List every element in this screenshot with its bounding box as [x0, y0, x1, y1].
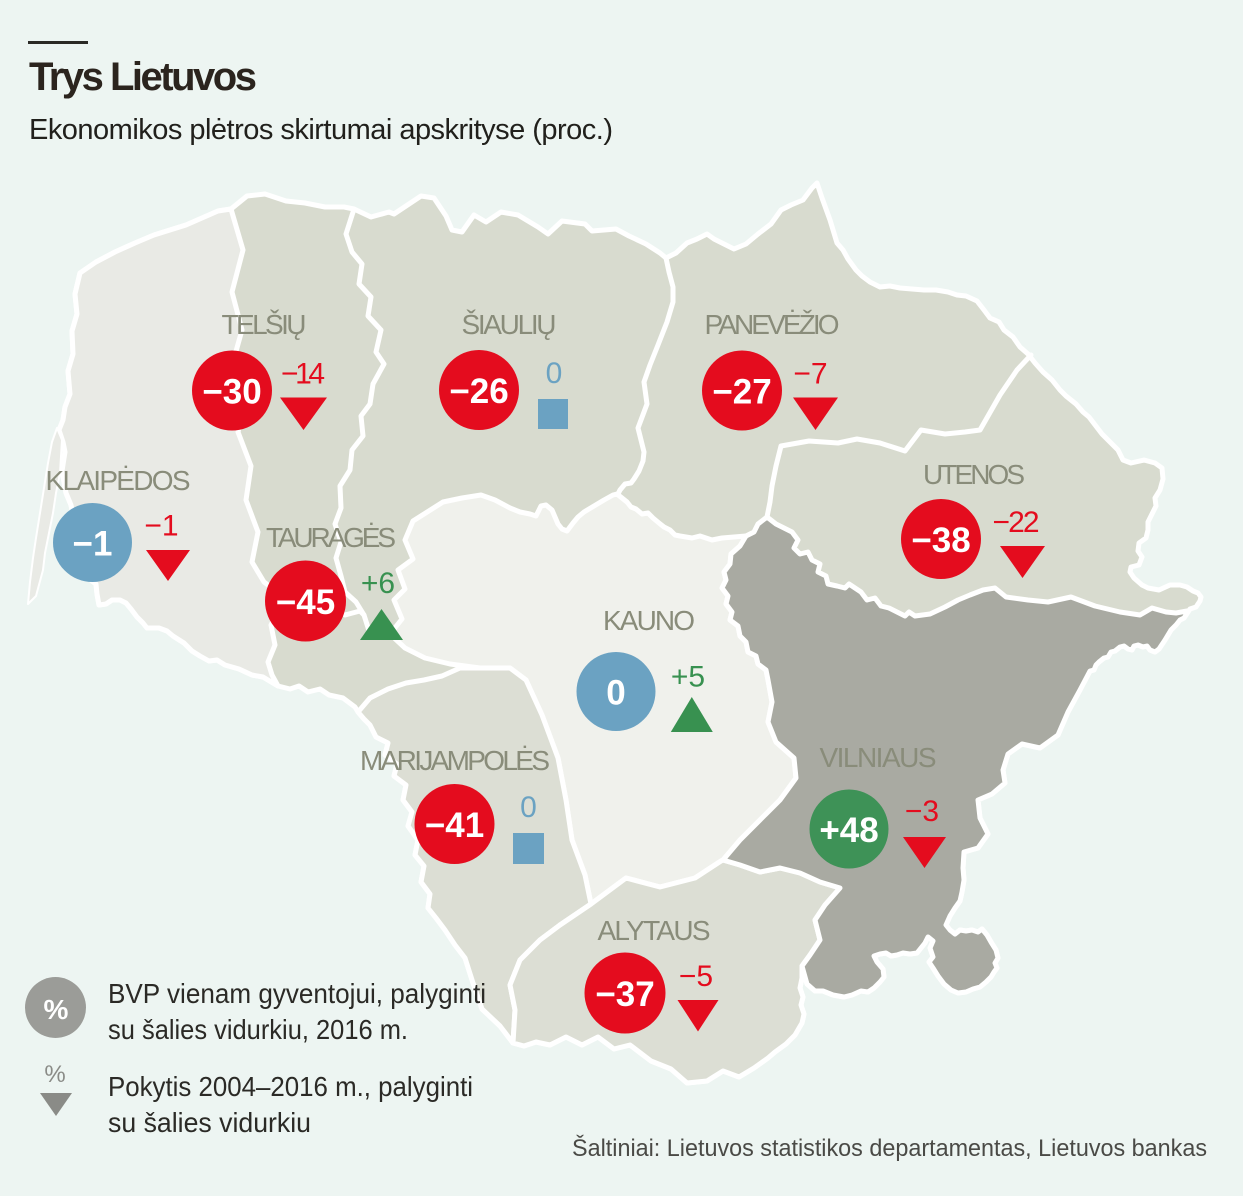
svg-text:Šaltiniai: Lietuvos statistiko: Šaltiniai: Lietuvos statistikos departam… [572, 1134, 1207, 1162]
svg-text:+48: +48 [819, 811, 878, 850]
svg-text:su šalies vidurkiu, 2016 m.: su šalies vidurkiu, 2016 m. [108, 1014, 408, 1045]
svg-text:KAUNO: KAUNO [603, 605, 695, 636]
svg-text:−1: −1 [144, 510, 178, 543]
svg-text:BVP vienam gyventojui, palygin: BVP vienam gyventojui, palyginti [108, 978, 486, 1009]
svg-text:−45: −45 [276, 583, 335, 622]
svg-text:+5: +5 [671, 661, 705, 694]
svg-text:−14: −14 [281, 358, 325, 391]
svg-text:Ekonomikos plėtros skirtumai a: Ekonomikos plėtros skirtumai apskrityse … [29, 114, 613, 146]
svg-text:−27: −27 [712, 373, 771, 412]
svg-text:KLAIPĖDOS: KLAIPĖDOS [46, 465, 191, 496]
svg-text:TELŠIŲ: TELŠIŲ [222, 309, 307, 340]
svg-text:−41: −41 [425, 806, 484, 845]
svg-text:Trys Lietuvos: Trys Lietuvos [29, 55, 257, 99]
svg-text:MARIJAMPOLĖS: MARIJAMPOLĖS [360, 745, 550, 776]
svg-text:+6: +6 [361, 567, 395, 600]
svg-text:su šalies vidurkiu: su šalies vidurkiu [108, 1107, 311, 1138]
svg-text:0: 0 [606, 674, 625, 713]
svg-text:UTENOS: UTENOS [923, 459, 1025, 490]
svg-text:ŠIAULIŲ: ŠIAULIŲ [462, 309, 557, 340]
svg-text:−38: −38 [911, 521, 970, 560]
svg-text:0: 0 [520, 791, 537, 824]
svg-text:−30: −30 [202, 373, 261, 412]
svg-text:−7: −7 [793, 358, 827, 391]
svg-text:−5: −5 [679, 960, 713, 993]
svg-text:−3: −3 [905, 795, 939, 828]
svg-text:0: 0 [546, 357, 563, 390]
svg-text:TAURAGĖS: TAURAGĖS [266, 522, 396, 553]
svg-text:%: % [44, 994, 69, 1025]
svg-text:−1: −1 [73, 525, 113, 564]
svg-text:−37: −37 [595, 975, 654, 1014]
svg-text:−26: −26 [449, 372, 508, 411]
svg-text:VILNIAUS: VILNIAUS [820, 742, 937, 773]
svg-text:PANEVĖŽIO: PANEVĖŽIO [705, 309, 840, 340]
svg-text:−22: −22 [993, 506, 1040, 539]
svg-text:ALYTAUS: ALYTAUS [598, 915, 711, 946]
svg-text:Pokytis 2004–2016 m., palygint: Pokytis 2004–2016 m., palyginti [108, 1071, 473, 1102]
svg-text:%: % [44, 1061, 65, 1088]
